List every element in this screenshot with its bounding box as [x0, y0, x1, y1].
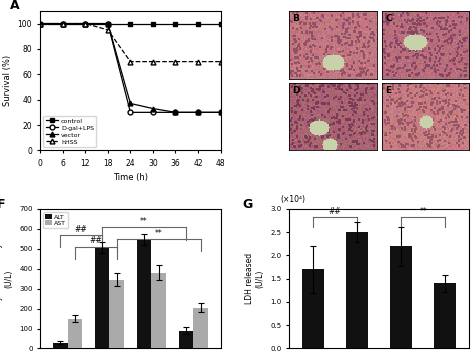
- vector: [82, 21, 88, 26]
- control: [60, 21, 66, 26]
- Bar: [390, 246, 412, 348]
- control: [195, 21, 201, 26]
- X-axis label: Time (h): Time (h): [113, 173, 148, 182]
- Bar: [302, 269, 324, 348]
- vector: [37, 21, 43, 26]
- Y-axis label: Survival (%): Survival (%): [3, 55, 12, 106]
- vector: [105, 21, 111, 26]
- Text: (×10⁴): (×10⁴): [280, 195, 305, 204]
- Bar: [434, 284, 456, 348]
- Text: D: D: [292, 86, 300, 95]
- vector: [218, 110, 223, 114]
- Bar: [109, 280, 124, 348]
- D-gal+LPS: [60, 21, 66, 26]
- Bar: [67, 319, 82, 348]
- Legend: ALT, AST: ALT, AST: [44, 212, 68, 228]
- vector: [150, 106, 156, 111]
- Bar: [179, 331, 193, 348]
- D-gal+LPS: [37, 21, 43, 26]
- control: [150, 21, 156, 26]
- D-gal+LPS: [105, 21, 111, 26]
- Bar: [346, 232, 368, 348]
- Text: B: B: [292, 14, 300, 23]
- Y-axis label: Enzymatic activity
(U/L): Enzymatic activity (U/L): [0, 243, 14, 314]
- Line: hHSS: hHSS: [38, 21, 223, 64]
- Text: ##: ##: [329, 207, 342, 216]
- Bar: [151, 273, 166, 348]
- control: [173, 21, 178, 26]
- Text: G: G: [242, 197, 253, 211]
- Text: F: F: [0, 197, 6, 211]
- hHSS: [173, 60, 178, 64]
- Line: vector: vector: [38, 21, 223, 115]
- Legend: control, D-gal+LPS, vector, hHSS: control, D-gal+LPS, vector, hHSS: [44, 115, 96, 147]
- hHSS: [195, 60, 201, 64]
- Text: C: C: [385, 14, 392, 23]
- D-gal+LPS: [82, 21, 88, 26]
- Bar: [95, 248, 109, 348]
- vector: [60, 21, 66, 26]
- Line: control: control: [38, 21, 223, 26]
- hHSS: [128, 60, 133, 64]
- Y-axis label: LDH released
(U/L): LDH released (U/L): [245, 253, 264, 304]
- Text: A: A: [9, 0, 19, 12]
- Text: E: E: [385, 86, 392, 95]
- vector: [173, 110, 178, 114]
- Text: **: **: [140, 217, 148, 226]
- vector: [128, 101, 133, 106]
- control: [37, 21, 43, 26]
- D-gal+LPS: [195, 110, 201, 114]
- Text: ##: ##: [90, 236, 102, 245]
- Line: D-gal+LPS: D-gal+LPS: [38, 21, 223, 115]
- Bar: [193, 307, 208, 348]
- hHSS: [37, 21, 43, 26]
- Text: **: **: [155, 229, 163, 238]
- D-gal+LPS: [173, 110, 178, 114]
- vector: [195, 110, 201, 114]
- D-gal+LPS: [218, 110, 223, 114]
- hHSS: [218, 60, 223, 64]
- control: [218, 21, 223, 26]
- Bar: [53, 343, 67, 348]
- control: [105, 21, 111, 26]
- control: [82, 21, 88, 26]
- D-gal+LPS: [128, 110, 133, 114]
- Text: **: **: [419, 207, 427, 216]
- control: [128, 21, 133, 26]
- Bar: [137, 240, 151, 348]
- hHSS: [150, 60, 156, 64]
- hHSS: [60, 21, 66, 26]
- hHSS: [82, 21, 88, 26]
- Text: ##: ##: [75, 225, 88, 234]
- hHSS: [105, 28, 111, 32]
- D-gal+LPS: [150, 110, 156, 114]
